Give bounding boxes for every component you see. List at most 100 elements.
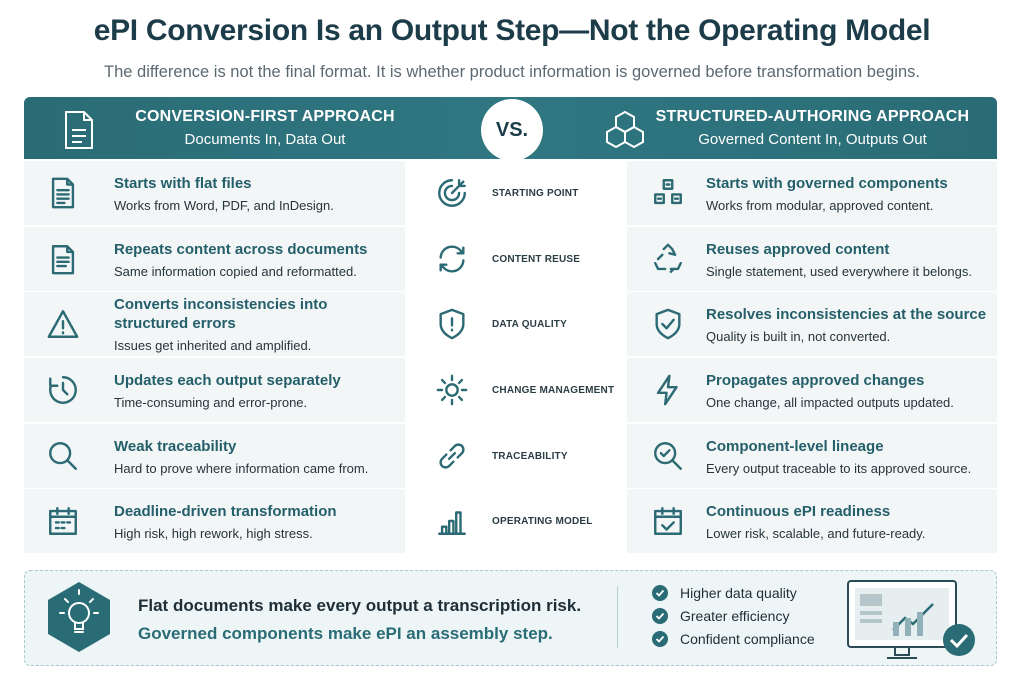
footer — [24, 570, 997, 666]
check-mark — [655, 635, 665, 643]
right-heading: Component-level lineage — [706, 437, 884, 455]
blocks-icon — [606, 110, 644, 149]
left-detail: Same information copied and reformatted. — [114, 263, 357, 279]
topic-label: TRACEABILITY — [492, 450, 568, 462]
right-cell: Propagates approved changes One change, a… — [627, 358, 997, 422]
icon-graphic — [654, 179, 682, 205]
right-text: Starts with governed components Works fro… — [706, 161, 991, 225]
icon-graphic — [49, 507, 77, 535]
icon-graphic — [49, 442, 77, 470]
subtitle: The difference is not the final format. … — [104, 63, 920, 81]
left-title: CONVERSION-FIRST APPROACH — [135, 108, 395, 125]
benefit-text: Higher data quality — [680, 585, 797, 601]
comparison-row: Weak traceability Hard to prove where inf… — [24, 424, 997, 488]
icon-graphic — [439, 245, 465, 273]
icon-graphic — [438, 179, 466, 207]
benefit: Higher data quality — [652, 585, 797, 601]
topic-cell: TRACEABILITY — [407, 424, 625, 488]
icon — [46, 307, 80, 346]
right-detail: Every output traceable to its approved s… — [706, 460, 972, 476]
idea-icon — [48, 582, 110, 652]
check-icon — [652, 585, 668, 601]
left-cell: Converts inconsistencies into structured… — [24, 292, 405, 356]
left-heading: Deadline-driven transformation — [114, 502, 337, 520]
statement: Flat documents make every output a trans… — [138, 596, 581, 644]
left-heading: Updates each output separately — [114, 371, 341, 389]
topic-cell: CONTENT REUSE — [407, 227, 625, 291]
icon-graphic — [655, 308, 681, 340]
topic-cell: OPERATING MODEL — [407, 489, 625, 553]
left-detail: Hard to prove where information came fro… — [114, 460, 369, 476]
icon-graphic — [436, 374, 468, 406]
right-text: Component-level lineage Every output trac… — [706, 424, 991, 488]
left-detail: Time-consuming and error-prone. — [114, 394, 308, 410]
icon — [46, 439, 80, 478]
topic-label: CONTENT REUSE — [492, 253, 581, 265]
left-cell: Updates each output separately Time-consu… — [24, 358, 405, 422]
icon — [651, 439, 685, 478]
right-text: Resolves inconsistencies at the source Qu… — [706, 292, 991, 356]
icon-graphic — [654, 442, 682, 470]
check-mark — [655, 612, 665, 620]
icon-graphic — [49, 376, 77, 404]
icon-graphic — [51, 177, 75, 209]
icon — [46, 242, 80, 281]
right-detail: Single statement, used everywhere it bel… — [706, 263, 972, 279]
icon — [651, 504, 685, 543]
right-subtitle: Governed Content In, Outputs Out — [698, 131, 927, 148]
comparison-row: Starts with flat files Works from Word, P… — [24, 161, 997, 225]
topic-cell: CHANGE MANAGEMENT — [407, 358, 625, 422]
right-title: STRUCTURED-AUTHORING APPROACH — [655, 108, 970, 125]
left-column-head: CONVERSION-FIRST APPROACH Documents In, … — [110, 108, 420, 148]
benefit: Confident compliance — [652, 631, 815, 647]
icon-graphic — [438, 511, 466, 535]
icon — [435, 373, 469, 412]
comparison-row: Converts inconsistencies into structured… — [24, 292, 997, 356]
left-heading: Starts with flat files — [114, 174, 252, 192]
icon — [435, 504, 469, 543]
right-text: Continuous ePI readiness Lower risk, scal… — [706, 489, 991, 553]
left-heading: Converts inconsistencies into structured… — [114, 296, 328, 332]
comparison-row: Updates each output separately Time-consu… — [24, 358, 997, 422]
benefit: Greater efficiency — [652, 608, 789, 624]
right-column-head: STRUCTURED-AUTHORING APPROACH Governed C… — [650, 108, 975, 148]
topic-label: DATA QUALITY — [492, 318, 567, 330]
doc-icon — [65, 111, 93, 149]
left-cell: Deadline-driven transformation High risk,… — [24, 489, 405, 553]
icon — [435, 307, 469, 346]
topic-label: CHANGE MANAGEMENT — [492, 384, 615, 396]
right-detail: Lower risk, scalable, and future-ready. — [706, 525, 926, 541]
icon-graphic — [439, 308, 465, 340]
left-text: Converts inconsistencies into structured… — [114, 292, 394, 356]
left-text: Repeats content across documents Same inf… — [114, 227, 394, 291]
left-detail: High risk, high rework, high stress. — [114, 525, 313, 541]
icon — [651, 176, 685, 215]
comparison-row: Deadline-driven transformation High risk,… — [24, 489, 997, 553]
benefit-text: Greater efficiency — [680, 608, 790, 624]
icon — [46, 373, 80, 412]
topic-label: STARTING POINT — [492, 187, 579, 199]
left-heading: Weak traceability — [114, 437, 237, 455]
icon-graphic — [439, 443, 465, 469]
right-heading: Propagates approved changes — [706, 371, 925, 389]
icon — [435, 176, 469, 215]
icon-graphic — [51, 245, 75, 275]
icon — [435, 242, 469, 281]
comparison-row: Repeats content across documents Same inf… — [24, 227, 997, 291]
benefit-text: Confident compliance — [680, 631, 815, 647]
icon — [46, 504, 80, 543]
icon — [651, 373, 685, 412]
statement-line: Governed components make ePI an assembly… — [138, 624, 553, 643]
icon — [651, 307, 685, 346]
icon-graphic — [47, 310, 79, 338]
check-icon — [652, 608, 668, 624]
icon — [435, 439, 469, 478]
icon — [651, 242, 685, 281]
title: ePI Conversion Is an Output Step—Not the… — [93, 14, 931, 47]
right-detail: Quality is built in, not converted. — [706, 328, 891, 344]
check-mark — [655, 589, 665, 597]
right-text: Reuses approved content Single statement,… — [706, 227, 991, 291]
icon-graphic — [654, 243, 682, 273]
topic-cell: DATA QUALITY — [407, 292, 625, 356]
